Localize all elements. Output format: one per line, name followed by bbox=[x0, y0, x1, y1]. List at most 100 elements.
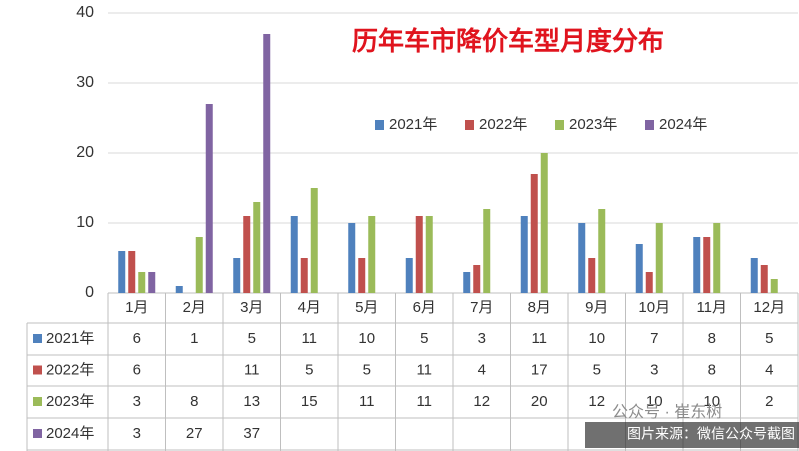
bar bbox=[128, 251, 136, 293]
table-cell: 11 bbox=[531, 330, 547, 347]
bar bbox=[655, 223, 663, 293]
bar bbox=[598, 209, 606, 293]
table-legend-key bbox=[33, 334, 42, 343]
watermark-account: 公众号 · 崔东树 bbox=[612, 403, 722, 421]
bar bbox=[368, 216, 376, 293]
table-cell: 8 bbox=[708, 361, 716, 378]
table-cell: 5 bbox=[765, 330, 773, 347]
legend-label: 2021年 bbox=[389, 116, 437, 133]
x-tick-label: 8月 bbox=[528, 299, 551, 316]
bar bbox=[520, 216, 528, 293]
bar bbox=[300, 258, 308, 293]
x-tick-label: 9月 bbox=[585, 299, 608, 316]
bar bbox=[588, 258, 596, 293]
table-cell: 10 bbox=[646, 393, 663, 410]
x-tick-label: 7月 bbox=[470, 299, 493, 316]
legend-label: 2023年 bbox=[569, 116, 617, 133]
x-tick-label: 10月 bbox=[638, 299, 670, 316]
bar bbox=[243, 216, 251, 293]
bar bbox=[645, 272, 653, 293]
bar bbox=[205, 104, 213, 293]
y-tick-label: 20 bbox=[76, 144, 94, 161]
table-cell: 27 bbox=[186, 425, 203, 442]
table-cell: 11 bbox=[416, 361, 432, 378]
bar bbox=[750, 258, 758, 293]
table-cell: 3 bbox=[133, 393, 141, 410]
x-tick-label: 6月 bbox=[413, 299, 436, 316]
bar bbox=[635, 244, 643, 293]
table-cell: 11 bbox=[301, 330, 317, 347]
table-row-header: 2023年 bbox=[46, 393, 94, 410]
legend-key bbox=[645, 120, 654, 130]
y-tick-label: 30 bbox=[76, 74, 94, 91]
bar bbox=[195, 237, 203, 293]
table-cell: 4 bbox=[478, 361, 486, 378]
table-cell: 15 bbox=[301, 393, 318, 410]
bar bbox=[405, 258, 413, 293]
bar bbox=[578, 223, 586, 293]
bar bbox=[540, 153, 548, 293]
y-tick-label: 10 bbox=[76, 214, 94, 231]
table-cell: 5 bbox=[420, 330, 428, 347]
bar bbox=[148, 272, 156, 293]
table-cell: 8 bbox=[708, 330, 716, 347]
bar bbox=[290, 216, 298, 293]
table-cell: 2 bbox=[765, 393, 773, 410]
table-cell: 6 bbox=[133, 330, 141, 347]
bar bbox=[310, 188, 318, 293]
table-cell: 4 bbox=[765, 361, 773, 378]
table-row-header: 2022年 bbox=[46, 361, 94, 378]
legend-key bbox=[465, 120, 474, 130]
x-tick-label: 12月 bbox=[753, 299, 785, 316]
table-legend-key bbox=[33, 365, 42, 375]
table-cell: 10 bbox=[703, 393, 720, 410]
table-cell: 5 bbox=[363, 361, 371, 378]
table-cell: 5 bbox=[248, 330, 256, 347]
chart-title: 历年车市降价车型月度分布 bbox=[352, 26, 664, 56]
table-cell: 12 bbox=[588, 393, 605, 410]
bar bbox=[770, 279, 778, 293]
table-cell: 37 bbox=[243, 425, 260, 442]
x-tick-label: 2月 bbox=[183, 299, 206, 316]
bar bbox=[693, 237, 701, 293]
bar bbox=[138, 272, 146, 293]
bar bbox=[425, 216, 433, 293]
y-tick-label: 40 bbox=[76, 4, 94, 21]
x-tick-label: 1月 bbox=[125, 299, 148, 316]
legend-label: 2024年 bbox=[659, 116, 707, 133]
table-cell: 11 bbox=[244, 361, 260, 378]
bar bbox=[118, 251, 126, 293]
table-cell: 7 bbox=[650, 330, 658, 347]
bar bbox=[253, 202, 261, 293]
bar bbox=[473, 265, 481, 293]
x-tick-label: 4月 bbox=[298, 299, 321, 316]
bar bbox=[415, 216, 423, 293]
x-tick-label: 3月 bbox=[240, 299, 263, 316]
watermark-bar bbox=[585, 422, 799, 448]
table-cell: 5 bbox=[593, 361, 601, 378]
bar bbox=[233, 258, 241, 293]
table-cell: 10 bbox=[358, 330, 375, 347]
table-row-header: 2021年 bbox=[46, 330, 94, 347]
legend-key bbox=[555, 120, 564, 130]
table-cell: 11 bbox=[416, 393, 432, 410]
table-cell: 8 bbox=[190, 393, 198, 410]
y-tick-label: 0 bbox=[85, 284, 94, 301]
bar bbox=[713, 223, 721, 293]
table-cell: 5 bbox=[305, 361, 313, 378]
legend-key bbox=[375, 120, 384, 130]
bar bbox=[703, 237, 711, 293]
table-cell: 13 bbox=[243, 393, 260, 410]
table-cell: 1 bbox=[190, 330, 198, 347]
bar bbox=[530, 174, 538, 293]
bar bbox=[483, 209, 491, 293]
bar bbox=[463, 272, 471, 293]
table-row-header: 2024年 bbox=[46, 425, 94, 442]
bar bbox=[348, 223, 356, 293]
bar bbox=[263, 34, 271, 293]
table-cell: 11 bbox=[359, 393, 375, 410]
legend-label: 2022年 bbox=[479, 116, 527, 133]
bar bbox=[358, 258, 366, 293]
